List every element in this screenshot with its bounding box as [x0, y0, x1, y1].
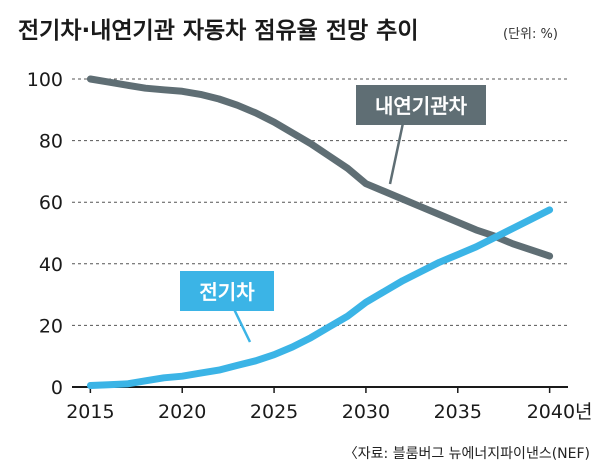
y-tick-label: 60 [39, 192, 63, 214]
x-tick-label: 2025 [250, 401, 298, 423]
unit-note: (단위: %) [503, 27, 558, 42]
x-tick-label: 2015 [66, 401, 114, 423]
ice-callout-leader [388, 122, 405, 185]
y-tick-label: 0 [51, 377, 63, 399]
ev-callout: 전기차 [180, 271, 274, 343]
source-note: 〈자료: 블룸버그 뉴에너지파이낸스(NEF) [344, 446, 590, 462]
y-tick-label: 40 [39, 254, 63, 276]
x-tick-label: 2030 [342, 401, 390, 423]
x-tick-label: 2035 [434, 401, 482, 423]
ice-callout: 내연기관차 [356, 85, 486, 185]
x-tick-label: 2020 [158, 401, 206, 423]
ev-label-box [180, 271, 274, 311]
ice-series-label: 내연기관차 [375, 94, 468, 118]
ev-callout-leader [230, 304, 252, 343]
ev-series-line [86, 206, 554, 389]
y-tick-label: 80 [39, 131, 63, 153]
ev-series-label: 전기차 [199, 280, 255, 304]
y-tick-label: 100 [27, 69, 63, 91]
y-tick-label: 20 [39, 315, 63, 337]
series-lines [86, 75, 554, 389]
ice-label-box [356, 85, 486, 125]
chart-title: 전기차·내연기관 자동차 점유율 전망 추이 [18, 18, 419, 44]
ice-series-line [86, 75, 554, 260]
x-axis: 2015 2020 2025 2030 2035 2040년 [66, 386, 593, 423]
x-tick-label: 2040년 [527, 401, 593, 423]
y-axis: 0 20 40 60 80 100 [27, 69, 63, 399]
grid-lines [72, 78, 568, 326]
